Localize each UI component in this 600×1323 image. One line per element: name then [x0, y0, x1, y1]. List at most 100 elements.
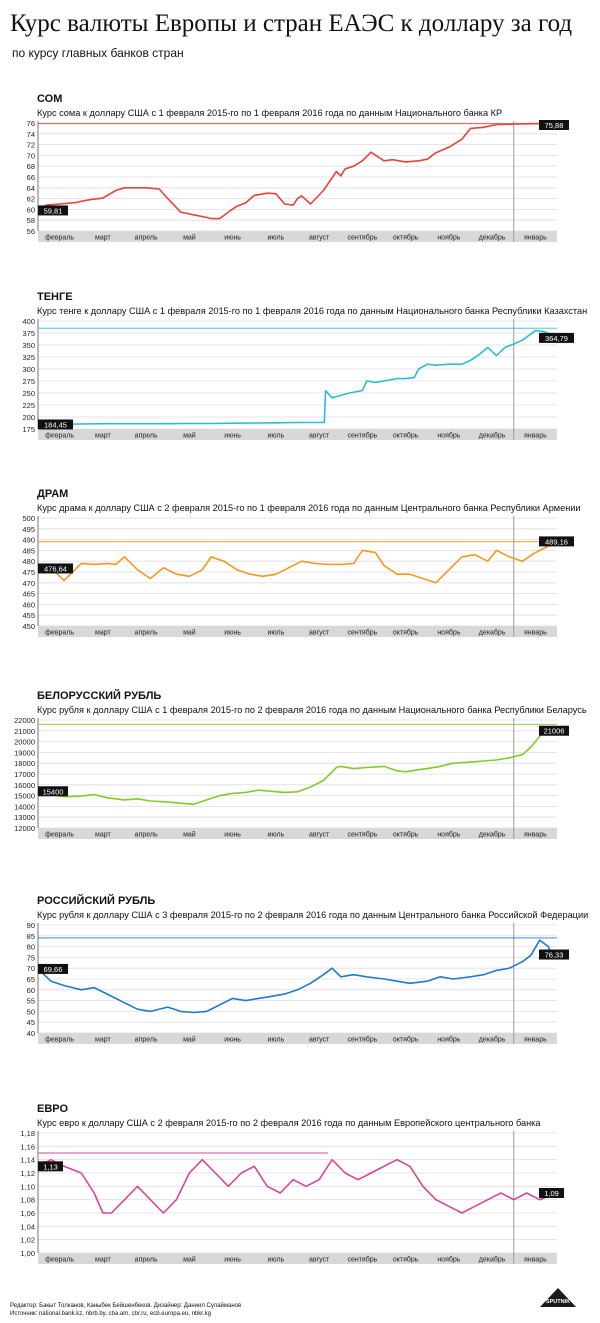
month-label: октябрь — [393, 629, 419, 637]
y-tick-label: 45 — [27, 1018, 35, 1027]
month-label: январь — [524, 832, 547, 839]
chart-heading: ДРАМ — [37, 488, 69, 500]
y-tick-label: 85 — [27, 932, 35, 941]
footer-sources: Источник: national.bank.kz, nbrb.by, cba… — [10, 1311, 211, 1317]
y-tick-label: 65 — [27, 975, 35, 984]
start-value-label: 476,64 — [38, 563, 73, 574]
y-tick-label: 455 — [22, 611, 35, 620]
y-tick-label: 1,04 — [20, 1222, 35, 1231]
month-label: июль — [268, 1257, 285, 1264]
y-tick-label: 21000 — [14, 727, 35, 736]
month-label: сентябрь — [347, 1256, 377, 1264]
y-tick-label: 18000 — [14, 759, 35, 768]
month-label: август — [309, 1037, 330, 1044]
series-line — [37, 725, 558, 805]
svg-text:75,88: 75,88 — [545, 121, 564, 130]
month-label: октябрь — [393, 1036, 419, 1044]
month-label: май — [183, 831, 196, 839]
month-label: декабрь — [479, 629, 506, 637]
month-label: август — [309, 433, 330, 440]
y-tick-label: 58 — [27, 216, 35, 225]
month-label: май — [183, 1256, 196, 1264]
y-tick-label: 250 — [22, 389, 35, 398]
y-tick-label: 470 — [22, 579, 35, 588]
series-line — [37, 1158, 558, 1214]
month-label: июнь — [224, 235, 241, 242]
month-label: ноябрь — [437, 831, 460, 839]
y-tick-label: 12000 — [14, 824, 35, 833]
chart-heading: БЕЛОРУССКИЙ РУБЛЬ — [37, 690, 162, 702]
chart-eur: ЕВРО Курс евро к доллару США с 2 февраля… — [0, 1103, 600, 1273]
month-label: май — [183, 432, 196, 440]
month-label: март — [95, 235, 111, 242]
month-label: октябрь — [393, 1256, 419, 1264]
month-label: апрель — [135, 433, 158, 440]
end-value-label: 75,88 — [539, 120, 569, 130]
y-tick-label: 490 — [22, 536, 35, 545]
month-label: июнь — [224, 832, 241, 839]
month-bar — [38, 1033, 557, 1044]
start-value-label: 69,66 — [38, 963, 68, 974]
y-tick-label: 500 — [22, 514, 35, 523]
month-label: сентябрь — [347, 234, 377, 242]
chart-rub: РОССИЙСКИЙ РУБЛЬ Курс рубля к доллару СШ… — [0, 895, 600, 1055]
chart-description: Курс тенге к доллару США с 1 февраля 201… — [37, 306, 588, 316]
month-label: апрель — [135, 1257, 158, 1264]
month-label: август — [309, 630, 330, 637]
chart-description: Курс рубля к доллару США с 3 февраля 201… — [37, 910, 589, 920]
month-label: октябрь — [393, 432, 419, 440]
svg-text:364,79: 364,79 — [545, 334, 568, 343]
series-line — [37, 939, 558, 1014]
y-tick-label: 495 — [22, 525, 35, 534]
month-label: август — [309, 1257, 330, 1264]
month-label: февраль — [45, 235, 74, 242]
month-label: август — [309, 832, 330, 839]
y-tick-label: 62 — [27, 195, 35, 204]
month-label: август — [309, 235, 330, 242]
month-label: апрель — [135, 832, 158, 839]
start-value-label: 1,13 — [38, 1161, 63, 1172]
y-tick-label: 56 — [27, 227, 35, 236]
y-tick-label: 40 — [27, 1029, 35, 1038]
y-tick-label: 300 — [22, 365, 35, 374]
y-tick-label: 325 — [22, 353, 35, 362]
sputnik-logo: SPUTNIK — [540, 1288, 576, 1307]
chart-heading: ТЕНГЕ — [37, 291, 73, 303]
month-bar — [38, 828, 557, 839]
svg-text:59,81: 59,81 — [44, 206, 63, 215]
y-tick-label: 70 — [27, 964, 35, 973]
month-label: июль — [268, 832, 285, 839]
month-bar — [38, 626, 557, 637]
month-label: май — [183, 629, 196, 637]
month-label: октябрь — [393, 234, 419, 242]
end-value-label: 1,09 — [539, 1188, 564, 1198]
y-tick-label: 225 — [22, 401, 35, 410]
y-tick-label: 475 — [22, 568, 35, 577]
month-label: апрель — [135, 235, 158, 242]
month-label: апрель — [135, 1037, 158, 1044]
end-value-label: 489,16 — [539, 536, 574, 547]
svg-text:1,09: 1,09 — [544, 1189, 559, 1198]
start-value-label: 184,45 — [38, 419, 73, 430]
chart-svg: 1,00 1,02 1,04 1,06 1,08 1,10 1,12 1,14 1,16 1,18… — [20, 1129, 564, 1264]
footer-credits: Редактор: Бакыт Толканов, Каныбек Бейшен… — [10, 1303, 242, 1309]
chart-description: Курс драма к доллару США с 2 февраля 201… — [37, 503, 581, 513]
y-tick-label: 50 — [27, 1007, 35, 1016]
y-tick-label: 60 — [27, 986, 35, 995]
month-label: апрель — [135, 630, 158, 637]
month-label: январь — [524, 1037, 547, 1044]
y-tick-label: 19000 — [14, 748, 35, 757]
end-value-label: 21006 — [539, 725, 569, 736]
svg-text:69,66: 69,66 — [44, 965, 63, 974]
y-tick-label: 16000 — [14, 781, 35, 790]
logo-text: SPUTNIK — [546, 1299, 570, 1305]
month-label: декабрь — [479, 1036, 506, 1044]
svg-text:476,64: 476,64 — [44, 564, 67, 573]
month-label: июль — [268, 630, 285, 637]
y-tick-label: 350 — [22, 341, 35, 350]
chart-description: Курс рубля к доллару США с 1 февраля 201… — [37, 705, 587, 715]
month-label: июль — [268, 433, 285, 440]
